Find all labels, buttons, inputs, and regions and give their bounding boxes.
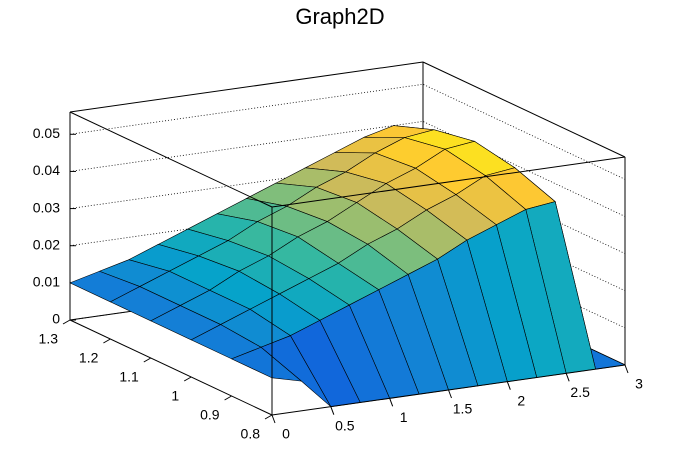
x-tick [330,406,335,415]
x-tick [506,381,511,390]
x-tick-label: 3 [635,376,643,392]
x-tick [448,389,452,399]
z-tick-label: 0.04 [33,162,60,178]
x-tick-label: 1.5 [453,401,473,417]
z-tick-label: 0.05 [33,125,60,141]
y-tick [103,338,111,344]
z-tick-label: 0.03 [33,199,60,215]
x-tick-label: 0.5 [335,417,355,433]
y-tick [264,414,273,420]
y-tick-label: 1.1 [119,369,139,385]
y-tick-label: 1.2 [79,350,99,366]
y-tick [224,395,232,401]
x-tick [389,398,394,407]
x-tick-label: 2 [517,392,525,408]
z-tick-label: 0.01 [33,274,60,290]
chart-title: Graph2D [295,4,384,29]
surface-cell [230,346,303,382]
x-tick-label: 0 [282,426,290,442]
y-tick [143,357,152,363]
x-tick [565,373,570,382]
box-edge [69,61,424,113]
x-tick [271,414,276,424]
y-tick-label: 0.8 [241,426,261,442]
box-edge [69,111,273,208]
box-edge [271,156,626,208]
z-tick-label: 0 [52,311,60,327]
x-tick-label: 1 [400,409,408,425]
z-tick-label: 0.02 [33,236,60,252]
y-tick [62,319,71,325]
y-tick-label: 0.9 [200,407,220,423]
y-tick [183,376,192,382]
y-tick-label: 1 [171,388,179,404]
box-edge [69,319,273,416]
box-edge [422,61,626,158]
x-tick-label: 2.5 [570,384,590,400]
x-tick [624,364,629,374]
y-tick-label: 1.3 [39,331,59,347]
